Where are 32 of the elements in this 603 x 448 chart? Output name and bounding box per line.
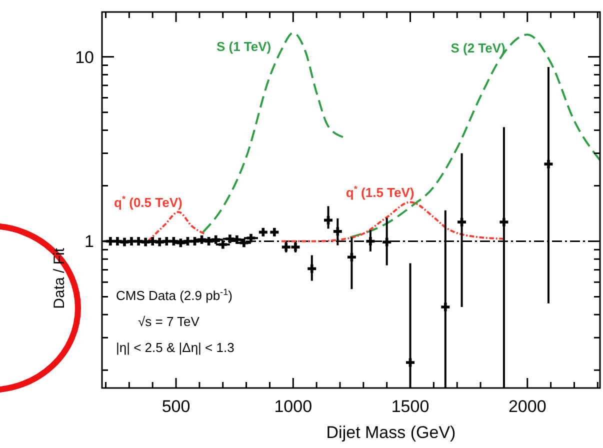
series-label: q$^{*}$ (0.5 TeV) [114, 194, 182, 210]
point [366, 236, 375, 246]
point [308, 264, 316, 273]
annotation: √s = 7 TeV [138, 314, 200, 329]
point [382, 238, 392, 246]
x-axis-title: Dijet Mass (GeV) [326, 423, 456, 442]
series-label: S (1 TeV) [216, 38, 272, 54]
point [544, 160, 553, 168]
annotation: CMS Data (2.9 pb$^{-1}$) [116, 287, 232, 303]
x-tick-label: 500 [162, 397, 190, 416]
point [282, 242, 290, 252]
line-series [280, 201, 505, 242]
x-tick-label: 1000 [274, 397, 312, 416]
point [258, 228, 268, 236]
series-label: q$^{*}$ (1.5 TeV) [346, 184, 414, 200]
y-axis-title: Data / Fit [51, 247, 68, 309]
point [458, 218, 466, 226]
point [500, 218, 508, 226]
line-series [202, 32, 344, 234]
series-label: S (2 TeV) [450, 40, 506, 56]
y-tick-label: 1 [84, 232, 94, 252]
point [333, 227, 342, 236]
point [324, 216, 333, 224]
point [441, 302, 450, 312]
annotation: |η| < 2.5 & |Δη| < 1.3 [116, 340, 234, 355]
point [291, 242, 300, 252]
point [270, 228, 279, 236]
x-tick-label: 1500 [391, 397, 430, 416]
point [347, 252, 356, 262]
x-tick-label: 2000 [508, 397, 546, 416]
y-tick-label: 10 [75, 48, 94, 67]
point [406, 358, 415, 367]
